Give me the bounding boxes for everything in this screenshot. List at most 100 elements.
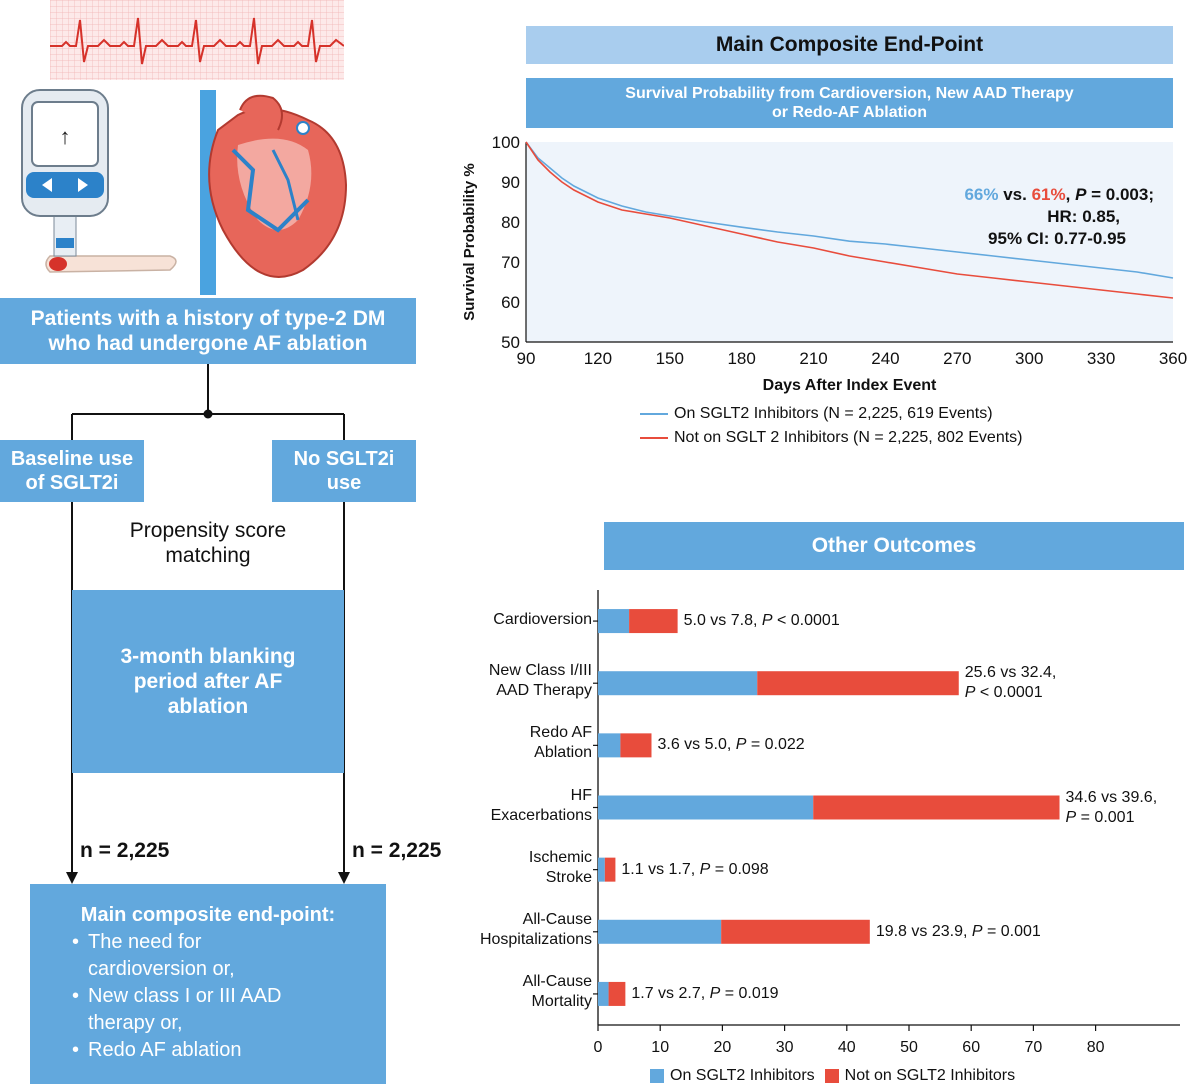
category-label: All-Cause Hospitalizations (479, 910, 592, 948)
x-tick-label: 180 (727, 349, 755, 368)
bar-not-on-sglt2 (813, 795, 1060, 820)
value-annotation: 3.6 vs 5.0, P = 0.022 (657, 735, 804, 755)
annotation-text: 1.1 vs 1.7, (621, 860, 700, 878)
x-tick-label: 60 (962, 1039, 980, 1056)
x-tick-label: 40 (838, 1039, 856, 1056)
x-tick-label: 70 (1025, 1039, 1043, 1056)
km-header: Main Composite End-Point (526, 26, 1173, 64)
x-tick-label: 120 (584, 349, 612, 368)
svg-text:↑: ↑ (60, 124, 71, 149)
bullet-icon: • (72, 931, 80, 953)
annotation-pval: = 0.019 (720, 984, 779, 1002)
x-tick-label: 210 (799, 349, 827, 368)
annotation-text: 19.8 vs 23.9, (875, 922, 972, 940)
blue-square-icon (650, 1069, 664, 1083)
km-legend-on-label: On SGLT2 Inhibitors (N = 2,225, 619 Even… (674, 405, 993, 422)
annotation-p: P (971, 922, 983, 940)
endpoint-item-text: The need for cardioversion or, (88, 931, 235, 980)
endpoint-item: • New class I or III AAD therapy or, (30, 983, 386, 1037)
annotation-text: 34.6 vs 39.6, (1065, 788, 1158, 806)
endpoint-title: Main composite end-point: (80, 904, 336, 926)
x-tick-label: 20 (714, 1039, 732, 1056)
outcomes-legend: On SGLT2 Inhibitors Not on SGLT2 Inhibit… (650, 1067, 1015, 1085)
km-legend-item-on: On SGLT2 Inhibitors (N = 2,225, 619 Even… (640, 402, 1022, 426)
n-right-label: n = 2,225 (352, 839, 442, 862)
bar-on-sglt2 (598, 733, 621, 758)
ecg-strip-icon (50, 0, 344, 80)
annotation-p: P (1065, 808, 1077, 826)
outcomes-chart: 0 10 20 30 40 50 60 70 80 Cardioversion 5.0 vs 7.… (440, 580, 1188, 1085)
x-tick-label: 330 (1087, 349, 1115, 368)
red-line-icon (640, 437, 668, 439)
annotation-pval: = 0.022 (746, 736, 805, 754)
bar-on-sglt2 (598, 671, 758, 696)
value-annotation: 19.8 vs 23.9, P = 0.001 (876, 922, 1041, 942)
category-label: New Class I/III AAD Therapy (488, 662, 592, 700)
x-tick-label: 240 (871, 349, 899, 368)
bar-on-sglt2 (598, 609, 630, 634)
category-label: HF Exacerbations (490, 786, 592, 824)
bar-not-on-sglt2 (608, 981, 626, 1006)
stat-vs: vs. (998, 185, 1032, 204)
no-sglt2i-box: No SGLT2i use (272, 440, 416, 502)
annotation-text: 5.0 vs 7.8, (683, 612, 762, 630)
bar-not-on-sglt2 (629, 609, 678, 634)
km-chart: 50 60 70 80 90 100 90 120 150 180 210 240 270 300 330 3… (461, 133, 1187, 394)
n-left-label: n = 2,225 (80, 839, 170, 862)
series-line-not-on-sglt2 (525, 141, 1174, 299)
red-square-icon (824, 1069, 839, 1083)
outcomes-header: Other Outcomes (604, 522, 1184, 570)
annotation-pval: < 0.0001 (975, 684, 1043, 702)
annotation-pval: = 0.001 (982, 922, 1041, 940)
endpoint-box: Main composite end-point: • The need for… (30, 884, 386, 1084)
bar-not-on-sglt2 (721, 919, 870, 944)
category-label: Redo AF Ablation (529, 724, 592, 762)
heart-anatomy-icon (200, 90, 348, 295)
annotation-pval: = 0.098 (710, 860, 769, 878)
annotation-text: 25.6 vs 32.4, (964, 664, 1057, 682)
glucometer-icon: ↑ (21, 89, 177, 273)
population-box: Patients with a history of type-2 DM who… (0, 298, 416, 364)
x-tick-label: 30 (776, 1039, 794, 1056)
x-tick-label: 50 (900, 1039, 918, 1056)
value-annotation: 25.6 vs 32.4, P < 0.0001 (965, 663, 1057, 703)
propensity-matching-label: Propensity score matching (129, 519, 287, 568)
bar-not-on-sglt2 (604, 857, 616, 882)
bullet-icon: • (72, 1039, 80, 1061)
y-tick-label: 60 (501, 293, 520, 312)
km-legend-off-label: Not on SGLT 2 Inhibitors (N = 2,225, 802… (674, 429, 1023, 446)
y-axis-label: Survival Probability % (461, 163, 478, 321)
bar-not-on-sglt2 (757, 671, 959, 696)
stat-ci: 95% CI: 0.77-0.95 (988, 229, 1126, 249)
baseline-sglt2i-box: Baseline use of SGLT2i (0, 440, 144, 502)
x-tick-label: 150 (656, 349, 684, 368)
y-tick-label: 50 (501, 333, 520, 352)
km-stats: 66% vs. 61%, P = 0.003; HR: 0.85, 95% CI… (880, 184, 1154, 250)
category-label: Ischemic Stroke (528, 848, 592, 886)
endpoint-item: • Redo AF ablation (30, 1037, 386, 1064)
km-legend-item-off: Not on SGLT 2 Inhibitors (N = 2,225, 802… (640, 426, 1022, 450)
endpoint-item: • The need for cardioversion or, (30, 929, 386, 983)
x-tick-label: 80 (1087, 1039, 1105, 1056)
bar-on-sglt2 (598, 795, 814, 820)
annotation-p: P (735, 736, 747, 754)
annotation-pval: < 0.0001 (772, 612, 840, 630)
km-legend: On SGLT2 Inhibitors (N = 2,225, 619 Even… (640, 402, 1022, 450)
y-tick-label: 80 (501, 213, 520, 232)
bar-on-sglt2 (598, 981, 609, 1006)
y-tick-label: 70 (501, 253, 520, 272)
bar-on-sglt2 (598, 857, 605, 882)
series-line-on-sglt2 (525, 141, 1174, 279)
annotation-p: P (709, 984, 721, 1002)
stat-comma: , (1065, 185, 1076, 204)
stat-hr: HR: 0.85, (1047, 207, 1120, 227)
x-tick-label: 270 (943, 349, 971, 368)
stat-red: 61% (1031, 185, 1066, 204)
km-subheader: Survival Probability from Cardioversion,… (526, 78, 1173, 128)
x-tick-label: 0 (594, 1039, 603, 1056)
outcomes-legend-on: On SGLT2 Inhibitors (670, 1067, 815, 1084)
annotation-p: P (964, 684, 976, 702)
value-annotation: 5.0 vs 7.8, P < 0.0001 (684, 611, 840, 631)
annotation-p: P (761, 612, 773, 630)
value-annotation: 34.6 vs 39.6, P = 0.001 (1066, 788, 1158, 828)
